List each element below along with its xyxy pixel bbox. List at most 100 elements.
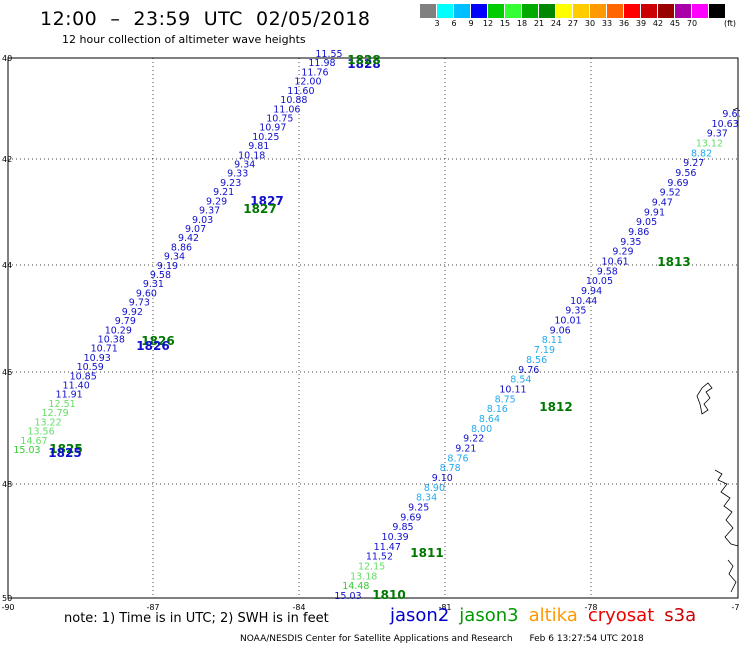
lat-label: 42 [2, 155, 12, 164]
wave-height-label: 9.34 [234, 160, 255, 171]
scale-swatch [539, 4, 556, 18]
wave-height-label: 9.37 [707, 129, 728, 140]
scale-tick-label: 12 [482, 19, 494, 28]
wave-height-label: 12.51 [49, 399, 76, 410]
lon-label: -84 [292, 603, 305, 612]
wave-height-label: 10.85 [70, 371, 97, 382]
wave-height-label: 11.55 [315, 49, 342, 60]
wave-height-label: 9.94 [581, 286, 602, 297]
wave-height-label: 9.69 [400, 512, 421, 523]
wave-height-label: 8.86 [171, 242, 192, 253]
coastline [714, 469, 739, 547]
time-label: 1812 [539, 400, 572, 414]
wave-height-label: 14.67 [20, 436, 47, 447]
color-scale: (ft) 3 6 9 12 15 18 21 24 27 30 33 36 39 42 45 70 [420, 4, 740, 30]
wave-height-label: 9.81 [248, 141, 269, 152]
wave-height-label: 9.58 [150, 270, 171, 281]
wave-height-label: 8.90 [424, 483, 445, 494]
wave-height-label: 8.16 [487, 404, 508, 415]
wave-height-label: 11.60 [287, 86, 314, 97]
scale-tick-label: 45 [669, 19, 681, 28]
color-scale-unit: (ft) [723, 19, 737, 28]
lon-label: -81 [438, 603, 451, 612]
generated-timestamp: Feb 6 13:27:54 UTC 2018 [529, 634, 644, 644]
wave-height-label: 9.47 [652, 198, 673, 209]
wave-height-label: 9.03 [192, 215, 213, 226]
wave-height-label: 10.39 [382, 532, 409, 543]
time-label: 1826 [141, 334, 174, 348]
wave-height-label: 9.27 [683, 158, 704, 169]
scale-swatch [692, 4, 709, 18]
scale-swatch [573, 4, 590, 18]
scale-swatch [454, 4, 471, 18]
color-scale-ticks: (ft) 3 6 9 12 15 18 21 24 27 30 33 36 39 42 45 70 [420, 18, 740, 30]
scale-tick-label: 33 [601, 19, 613, 28]
wave-height-label: 7.19 [534, 345, 555, 356]
scale-swatch [624, 4, 641, 18]
wave-height-label: 9.05 [636, 217, 657, 228]
wave-height-label: 10.44 [570, 296, 597, 307]
time-label: 1826 [136, 339, 169, 353]
wave-height-label: 10.25 [252, 132, 279, 143]
wave-height-label: 10.38 [98, 334, 125, 345]
wave-height-label: 13.18 [350, 571, 377, 582]
time-label: 1827 [250, 194, 283, 208]
wave-height-label: 12.15 [358, 561, 385, 572]
scale-tick-label: 18 [516, 19, 528, 28]
wave-height-label: 10.93 [84, 353, 111, 364]
wave-height-label: 13.12 [696, 139, 723, 150]
wave-height-label: 8.34 [416, 493, 437, 504]
time-label: 1810 [372, 588, 405, 602]
scale-tick-label: 42 [652, 19, 664, 28]
scale-swatch [641, 4, 658, 18]
scale-swatch [556, 4, 573, 18]
wave-height-label: 9.67 [722, 109, 740, 120]
wave-height-label: 10.63 [712, 119, 739, 130]
legend-item-s3a: s3a [664, 605, 697, 626]
wave-height-label: 9.21 [455, 443, 476, 454]
wave-height-label: 9.22 [463, 434, 484, 445]
time-label: 1828 [347, 53, 380, 67]
lat-label: 40 [2, 54, 12, 63]
lon-label: -78 [584, 603, 597, 612]
scale-swatch [488, 4, 505, 18]
lon-label: -90 [1, 603, 14, 612]
wave-height-label: 9.06 [550, 325, 571, 336]
time-label: 1825 [49, 442, 82, 456]
wave-height-label: 8.11 [542, 335, 563, 346]
wave-height-label: 10.05 [586, 276, 613, 287]
wave-height-label: 13.56 [27, 427, 54, 438]
wave-height-label: 15.03 [334, 591, 361, 602]
satellite-legend: jason2 jason3 altika cryosat s3a [390, 605, 706, 626]
wave-height-label: 8.64 [479, 414, 500, 425]
lat-label: 50 [2, 594, 12, 603]
wave-height-label: 9.58 [597, 266, 618, 277]
wave-height-label: 9.37 [199, 206, 220, 217]
wave-height-label: 12.00 [294, 77, 321, 88]
wave-height-label: 9.35 [565, 306, 586, 317]
wave-height-label: 10.29 [105, 325, 132, 336]
coastline [727, 559, 737, 593]
wave-height-label: 8.76 [447, 453, 468, 464]
coastline [732, 107, 739, 111]
wave-height-label: 9.85 [392, 522, 413, 533]
legend-item-jason2: jason2 [390, 605, 450, 626]
wave-height-label: 8.54 [510, 375, 531, 386]
scale-swatch [658, 4, 675, 18]
wave-height-label: 8.00 [471, 424, 492, 435]
wave-height-label: 9.35 [620, 237, 641, 248]
wave-height-label: 10.97 [259, 123, 286, 134]
scale-tick-label: 30 [584, 19, 596, 28]
wave-height-label: 11.91 [56, 390, 83, 401]
wave-height-label: 9.79 [115, 316, 136, 327]
wave-height-label: 14.48 [342, 581, 369, 592]
credit-footer: NOAA/NESDIS Center for Satellite Applica… [240, 634, 644, 644]
lon-label: -75 [731, 603, 740, 612]
scale-swatch [522, 4, 539, 18]
wave-height-label: 10.11 [499, 384, 526, 395]
wave-height-label: 10.71 [91, 344, 118, 355]
wave-height-label: 10.75 [266, 113, 293, 124]
wave-height-label: 11.76 [301, 67, 328, 78]
wave-height-label: 9.23 [220, 178, 241, 189]
